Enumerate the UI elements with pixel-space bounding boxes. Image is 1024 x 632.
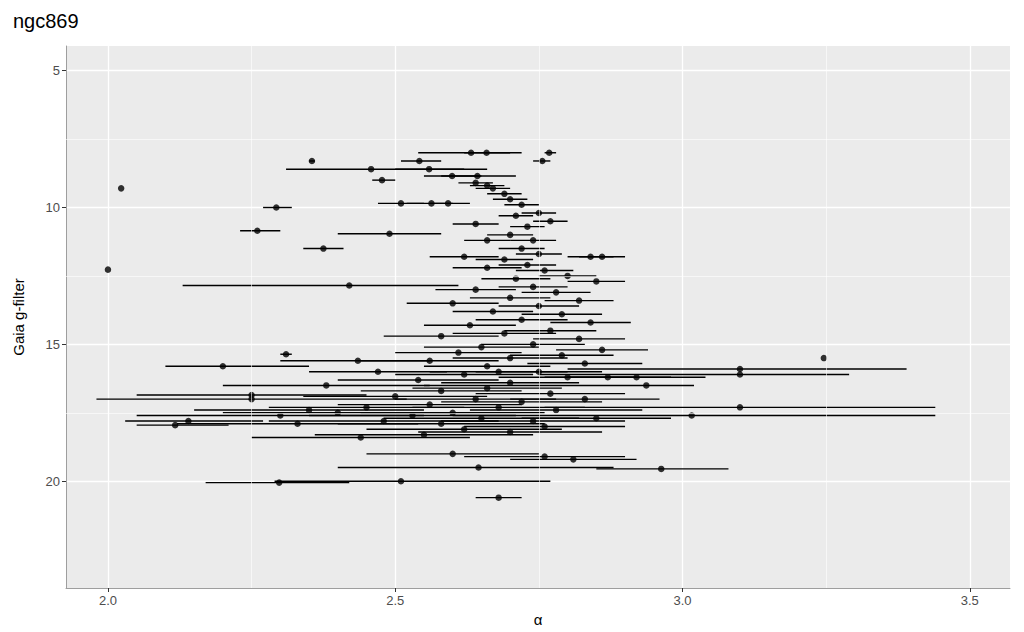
svg-text:5: 5: [53, 63, 60, 78]
svg-text:2.5: 2.5: [386, 593, 404, 608]
svg-text:Gaia g-filter: Gaia g-filter: [10, 278, 27, 356]
svg-text:3.0: 3.0: [673, 593, 691, 608]
svg-text:3.5: 3.5: [961, 593, 979, 608]
svg-text:10: 10: [46, 200, 60, 215]
svg-text:20: 20: [46, 474, 60, 489]
svg-text:2.0: 2.0: [99, 593, 117, 608]
svg-text:ngc869: ngc869: [13, 10, 79, 32]
svg-text:α: α: [534, 611, 543, 628]
svg-text:15: 15: [46, 337, 60, 352]
